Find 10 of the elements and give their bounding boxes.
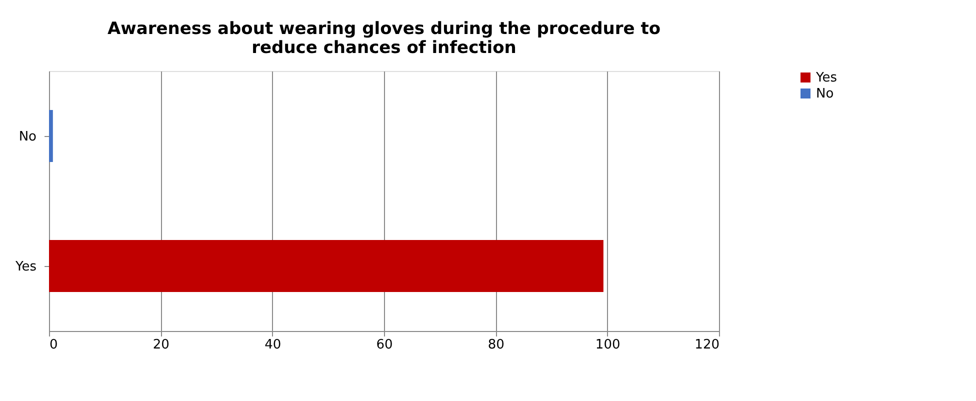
- legend-label: No: [816, 86, 834, 102]
- chart-title: Awareness about wearing gloves during the procedure to reduce chances of infection: [107, 19, 661, 58]
- x-tick-label: 100: [595, 338, 620, 352]
- x-tick-label: 0: [50, 338, 58, 352]
- x-tick-label: 80: [488, 338, 504, 352]
- x-tick-label: 20: [152, 338, 170, 352]
- x-tick-label: 40: [264, 338, 282, 352]
- x-tick-label: 120: [694, 338, 720, 352]
- legend-label: Yes: [815, 70, 838, 86]
- x-tick-label: 60: [376, 338, 393, 352]
